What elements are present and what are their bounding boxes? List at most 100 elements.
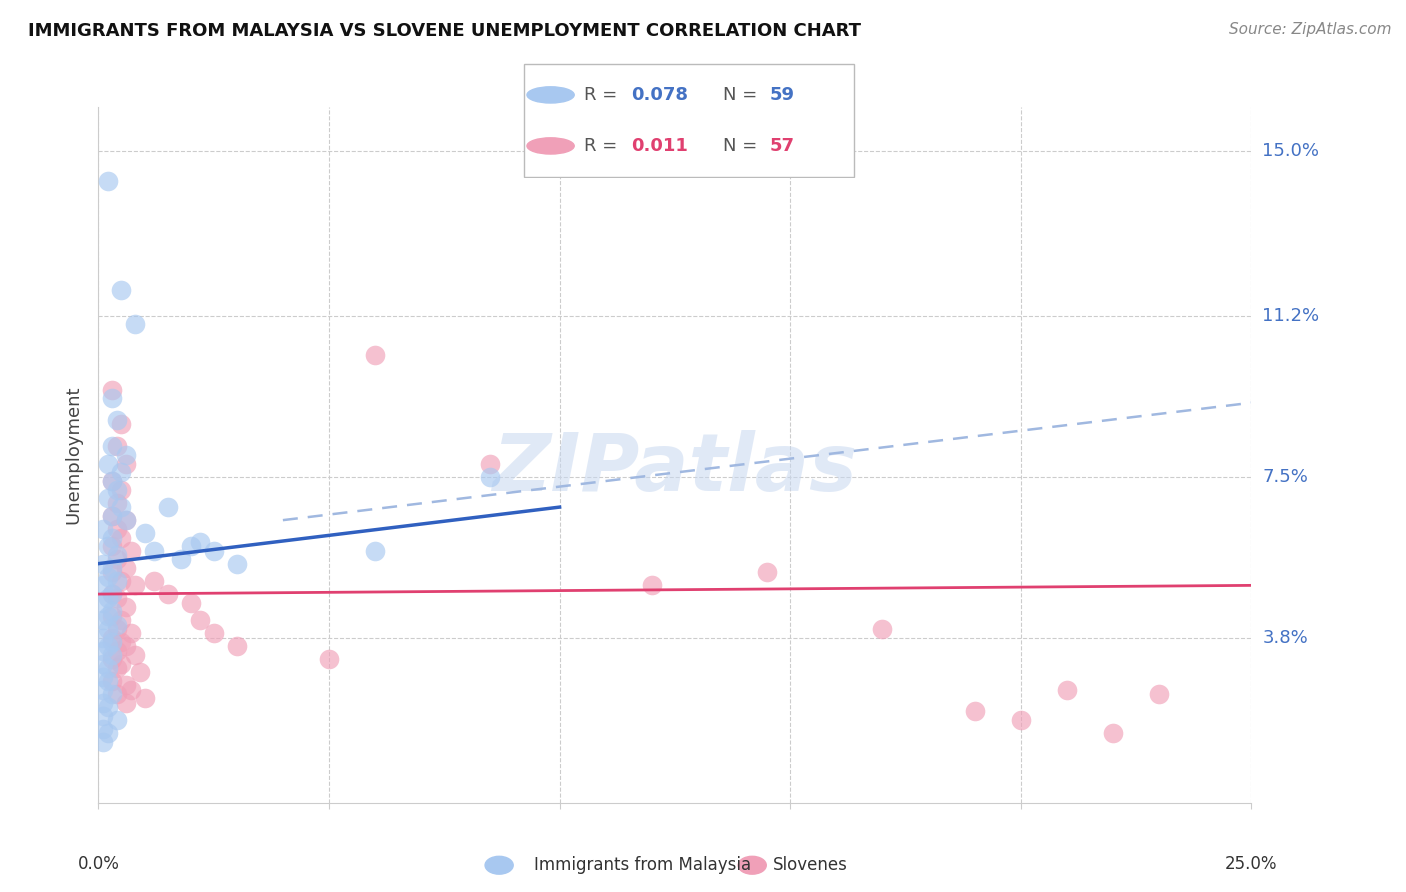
Point [134, 526, 156, 541]
Point [91, 708, 114, 723]
Point [115, 448, 138, 462]
Point [180, 596, 202, 610]
Point [115, 561, 138, 575]
Point [110, 531, 132, 545]
Point [101, 687, 124, 701]
Point [101, 635, 124, 649]
Point [101, 648, 124, 662]
Point [91, 670, 114, 684]
Point [97, 661, 120, 675]
Point [641, 578, 664, 592]
Point [105, 552, 128, 566]
Point [101, 652, 124, 666]
Point [105, 413, 128, 427]
Point [115, 600, 138, 615]
Point [97, 608, 120, 623]
Point [142, 543, 165, 558]
Point [101, 474, 124, 488]
Point [101, 439, 124, 453]
Point [364, 348, 387, 362]
Point [101, 631, 124, 645]
Point [91, 596, 114, 610]
Point [202, 626, 225, 640]
Text: 0.078: 0.078 [631, 86, 689, 103]
Point [110, 500, 132, 514]
Point [479, 469, 502, 483]
Text: Source: ZipAtlas.com: Source: ZipAtlas.com [1229, 22, 1392, 37]
Point [115, 513, 138, 527]
Point [97, 622, 120, 636]
Point [170, 552, 193, 566]
Text: R =: R = [585, 137, 623, 155]
Text: R =: R = [585, 86, 623, 103]
Point [105, 496, 128, 510]
Point [101, 508, 124, 523]
Point [110, 466, 132, 480]
Point [115, 696, 138, 710]
Point [115, 457, 138, 471]
Point [101, 531, 124, 545]
Point [105, 713, 128, 727]
Point [101, 383, 124, 397]
Circle shape [527, 137, 574, 154]
Point [872, 622, 894, 636]
Point [110, 283, 132, 297]
Point [115, 678, 138, 692]
Point [134, 691, 156, 706]
Circle shape [527, 87, 574, 103]
Text: 25.0%: 25.0% [1225, 855, 1278, 873]
Point [756, 566, 779, 580]
Point [91, 613, 114, 627]
Point [105, 622, 128, 636]
Point [101, 608, 124, 623]
Point [91, 643, 114, 657]
Point [105, 687, 128, 701]
Point [105, 617, 128, 632]
Point [97, 539, 120, 553]
Point [110, 613, 132, 627]
Point [124, 578, 146, 592]
Point [91, 682, 114, 697]
Point [115, 513, 138, 527]
Point [110, 417, 132, 432]
Point [91, 522, 114, 536]
Point [364, 543, 387, 558]
Point [91, 696, 114, 710]
Point [101, 474, 124, 488]
Point [101, 508, 124, 523]
Point [101, 605, 124, 619]
Point [479, 457, 502, 471]
Point [188, 535, 211, 549]
Point [101, 566, 124, 580]
Point [105, 591, 128, 606]
Text: 15.0%: 15.0% [1263, 142, 1319, 160]
Point [91, 557, 114, 571]
Point [225, 557, 247, 571]
Point [202, 543, 225, 558]
Point [105, 574, 128, 588]
Point [101, 392, 124, 406]
Point [124, 318, 146, 332]
Text: 0.011: 0.011 [631, 137, 689, 155]
Text: N =: N = [723, 137, 762, 155]
Text: IMMIGRANTS FROM MALAYSIA VS SLOVENE UNEMPLOYMENT CORRELATION CHART: IMMIGRANTS FROM MALAYSIA VS SLOVENE UNEM… [28, 22, 860, 40]
Point [120, 682, 142, 697]
Point [115, 639, 138, 653]
Point [1102, 726, 1125, 740]
Point [91, 735, 114, 749]
Point [105, 522, 128, 536]
Point [1010, 713, 1032, 727]
Point [97, 700, 120, 714]
Y-axis label: Unemployment: Unemployment [65, 385, 83, 524]
Point [124, 648, 146, 662]
Point [318, 652, 340, 666]
Point [120, 543, 142, 558]
Point [142, 574, 165, 588]
Text: 7.5%: 7.5% [1263, 467, 1309, 485]
Point [91, 657, 114, 671]
Point [97, 674, 120, 689]
Text: N =: N = [723, 86, 762, 103]
Point [101, 587, 124, 601]
Point [156, 587, 179, 601]
Point [105, 661, 128, 675]
